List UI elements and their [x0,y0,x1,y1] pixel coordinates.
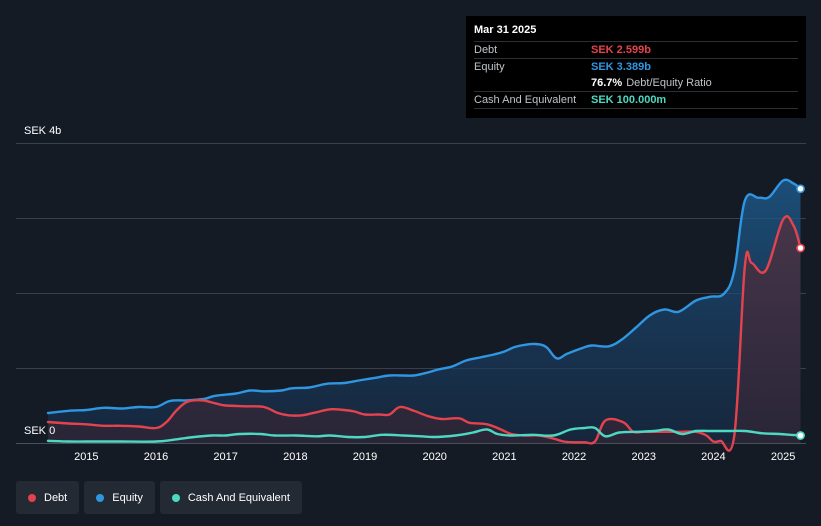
x-tick-2021: 2021 [492,451,516,463]
tooltip-equity-value: SEK 3.389b [591,61,651,73]
legend-dot-equity [96,493,105,502]
tooltip-debt-value: SEK 2.599b [591,44,651,56]
tooltip-ratio-value: 76.7% [591,77,623,89]
chart-legend: Debt Equity Cash And Equivalent [16,481,302,514]
legend-label-debt: Debt [44,491,68,504]
x-tick-2018: 2018 [283,451,307,463]
x-tick-2016: 2016 [144,451,168,463]
area-debt [48,216,801,451]
tooltip-debt-label: Debt [474,44,498,56]
x-tick-2023: 2023 [631,451,655,463]
x-tick-2019: 2019 [353,451,377,463]
x-tick-2015: 2015 [74,451,98,463]
tooltip-row-ratio: 76.7% Debt/Equity Ratio [474,75,798,91]
legend-dot-debt [28,493,36,502]
endpoint-equity [796,184,805,194]
line-debt [46,215,802,452]
series-areas [48,179,801,451]
endpoint-cash-and-equivalent [796,431,805,440]
tooltip-equity-label: Equity [474,61,505,73]
tooltip-row-cash: Cash And Equivalent SEK 100.000m [474,91,798,109]
legend-item-equity[interactable]: Equity [84,481,155,514]
tooltip-row-debt: Debt SEK 2.599b [474,41,798,58]
x-axis-ticks: 2015 2016 2017 2018 2019 2020 2021 2022 2023 2024… [74,451,795,463]
y-axis-zero-label: SEK 0 [24,425,56,437]
area-equity [48,179,801,443]
tooltip-cash-label: Cash And Equivalent [474,94,577,106]
tooltip-cash-value: SEK 100.000m [591,94,667,106]
legend-item-debt[interactable]: Debt [16,481,80,514]
series-endpoints [796,184,805,440]
legend-item-cash[interactable]: Cash And Equivalent [159,481,302,514]
legend-dot-cash [171,493,180,502]
x-tick-2020: 2020 [422,451,446,463]
tooltip-date: Mar 31 2025 [474,24,537,36]
legend-label-equity: Equity [112,491,143,504]
line-cash-and-equivalent [46,426,802,443]
endpoint-debt [796,243,805,253]
x-tick-2025: 2025 [771,451,795,463]
y-axis-top-label: SEK 4b [24,125,62,137]
x-tick-2022: 2022 [562,451,586,463]
tooltip-row-equity: Equity SEK 3.389b [474,58,798,75]
tooltip-panel: Mar 31 2025 Debt SEK 2.599b Equity SEK 3… [466,16,806,118]
tooltip-ratio-label: Debt/Equity Ratio [626,77,712,89]
series-lines [46,178,802,452]
x-tick-2024: 2024 [701,451,725,463]
line-equity [46,178,802,415]
legend-label-cash: Cash And Equivalent [187,491,290,504]
x-tick-2017: 2017 [213,451,237,463]
